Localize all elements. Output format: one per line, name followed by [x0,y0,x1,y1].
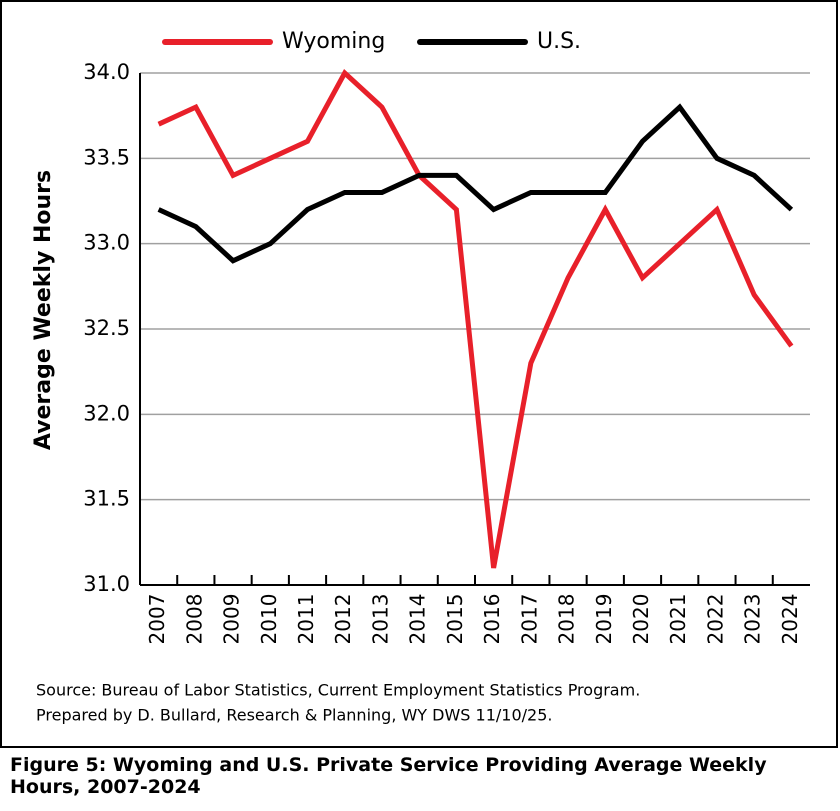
series-line [157,68,794,569]
x-tick-label: 2020 [629,594,653,645]
x-tick-label: 2013 [368,594,392,645]
series-line [157,103,794,264]
y-tick-label: 32.0 [83,401,130,425]
x-tick-label: 2023 [741,594,765,645]
x-tick-label: 2007 [145,594,169,645]
x-tick-label: 2016 [480,594,504,645]
y-tick-label: 31.5 [83,487,130,511]
figure-caption: Figure 5: Wyoming and U.S. Private Servi… [10,754,767,798]
y-tick-label: 33.0 [83,231,130,255]
source-line: Prepared by D. Bullard, Research & Plann… [36,706,553,725]
y-tick-label: 32.5 [83,316,130,340]
x-tick-label: 2021 [666,594,690,645]
y-tick-label: 33.5 [83,145,130,169]
y-tick-label: 34.0 [83,60,130,84]
x-tick-label: 2018 [555,594,579,645]
source-line: Source: Bureau of Labor Statistics, Curr… [36,681,640,700]
x-tick-label: 2008 [182,594,206,645]
x-tick-label: 2012 [331,594,355,645]
x-tick-label: 2019 [592,594,616,645]
x-tick-label: 2015 [443,594,467,645]
x-tick-label: 2010 [257,594,281,645]
x-tick-label: 2009 [220,594,244,645]
x-tick-label: 2024 [778,594,802,645]
y-tick-label: 31.0 [83,572,130,596]
legend-label: U.S. [537,29,581,54]
frame [0,0,838,748]
legend-label: Wyoming [282,29,385,54]
x-tick-label: 2017 [517,594,541,645]
chart: Average Weekly Hours Source: Bureau of L… [0,0,838,748]
y-axis-label: Average Weekly Hours [31,170,56,450]
x-tick-label: 2022 [703,594,727,645]
x-tick-label: 2011 [294,594,318,645]
x-tick-label: 2014 [406,594,430,645]
